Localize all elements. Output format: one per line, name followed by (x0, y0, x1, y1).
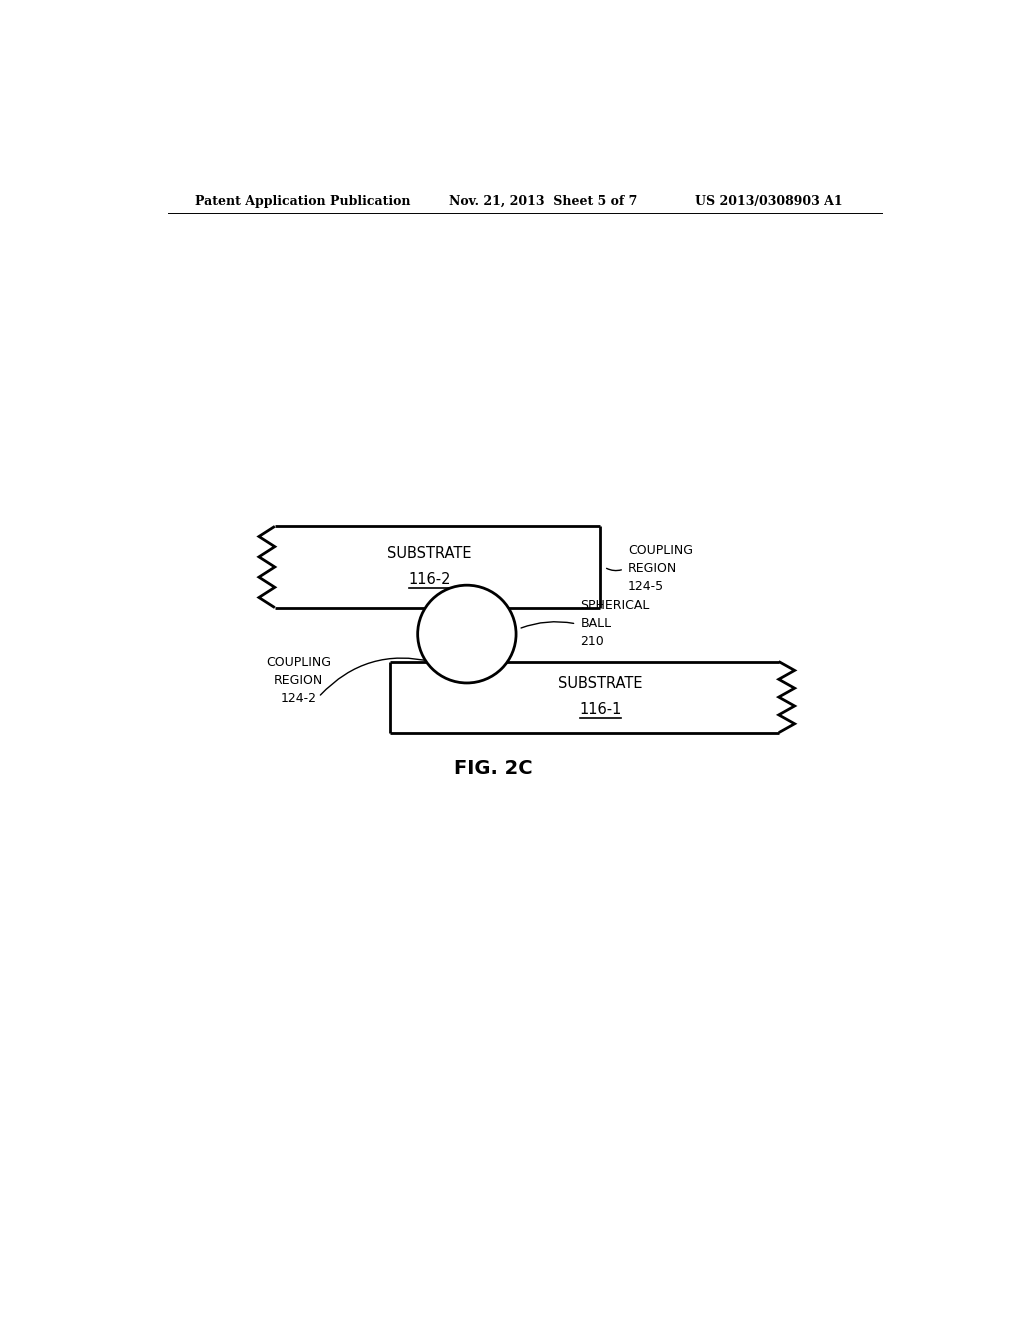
Text: Nov. 21, 2013  Sheet 5 of 7: Nov. 21, 2013 Sheet 5 of 7 (450, 194, 638, 207)
Text: FIG. 2C: FIG. 2C (454, 759, 532, 777)
Text: US 2013/0308903 A1: US 2013/0308903 A1 (695, 194, 843, 207)
Bar (437, 603, 497, 626)
Bar (437, 643, 497, 664)
Text: COUPLING
REGION
124-2: COUPLING REGION 124-2 (266, 656, 331, 705)
Text: 116-2: 116-2 (409, 572, 451, 586)
Text: Patent Application Publication: Patent Application Publication (196, 194, 411, 207)
Text: COUPLING
REGION
124-5: COUPLING REGION 124-5 (628, 544, 693, 593)
Ellipse shape (418, 585, 516, 682)
Text: 116-1: 116-1 (579, 702, 622, 717)
Text: SUBSTRATE: SUBSTRATE (558, 676, 642, 692)
Text: SUBSTRATE: SUBSTRATE (387, 546, 472, 561)
Text: SPHERICAL
BALL
210: SPHERICAL BALL 210 (581, 599, 649, 648)
